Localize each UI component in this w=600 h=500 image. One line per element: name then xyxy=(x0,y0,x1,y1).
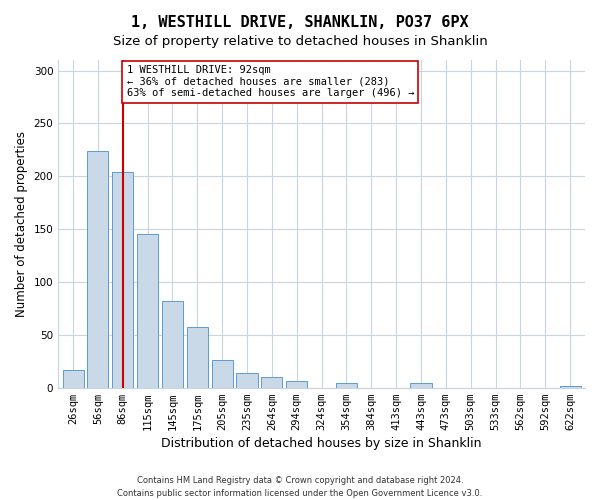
Text: Size of property relative to detached houses in Shanklin: Size of property relative to detached ho… xyxy=(113,35,487,48)
Bar xyxy=(410,384,431,388)
Bar xyxy=(162,301,183,388)
Bar xyxy=(262,377,283,388)
Bar xyxy=(88,151,109,388)
Bar xyxy=(212,360,233,388)
Bar xyxy=(187,328,208,388)
Bar xyxy=(137,234,158,388)
Text: Contains HM Land Registry data © Crown copyright and database right 2024.
Contai: Contains HM Land Registry data © Crown c… xyxy=(118,476,482,498)
Text: 1 WESTHILL DRIVE: 92sqm
← 36% of detached houses are smaller (283)
63% of semi-d: 1 WESTHILL DRIVE: 92sqm ← 36% of detache… xyxy=(127,66,414,98)
Bar xyxy=(336,384,357,388)
X-axis label: Distribution of detached houses by size in Shanklin: Distribution of detached houses by size … xyxy=(161,437,482,450)
Bar xyxy=(62,370,83,388)
Text: 1, WESTHILL DRIVE, SHANKLIN, PO37 6PX: 1, WESTHILL DRIVE, SHANKLIN, PO37 6PX xyxy=(131,15,469,30)
Bar xyxy=(112,172,133,388)
Bar xyxy=(236,373,257,388)
Bar xyxy=(560,386,581,388)
Y-axis label: Number of detached properties: Number of detached properties xyxy=(15,131,28,317)
Bar xyxy=(286,382,307,388)
